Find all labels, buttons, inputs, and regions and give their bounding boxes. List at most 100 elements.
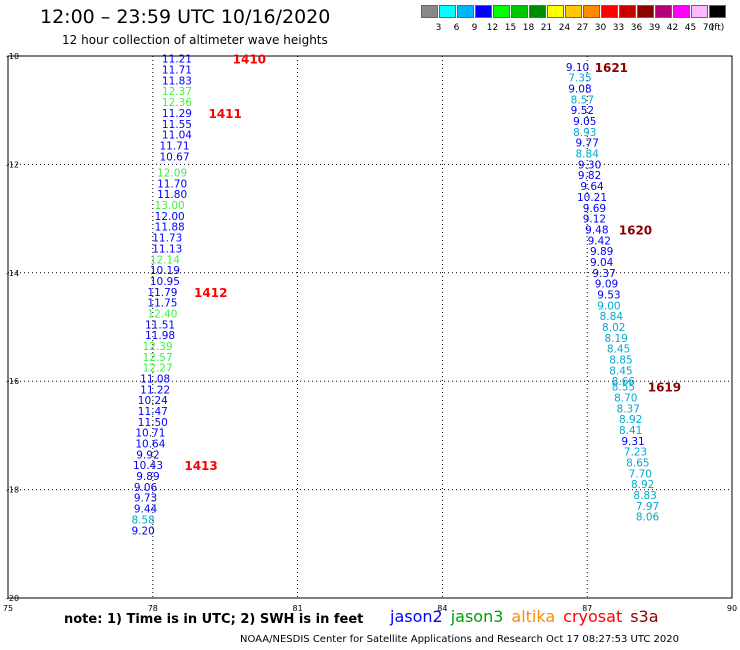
swh-value: 9.04 — [590, 257, 614, 269]
swh-value: 13.00 — [155, 200, 185, 212]
plot-frame — [7, 55, 733, 599]
legend-label: 45 — [684, 23, 697, 33]
time-label: 1413 — [184, 459, 217, 473]
legend-label: 36 — [630, 23, 643, 33]
swh-value: 9.92 — [136, 449, 159, 461]
swh-value: 8.92 — [619, 414, 642, 426]
swh-value: 11.50 — [138, 417, 168, 429]
time-label: 1411 — [208, 107, 241, 121]
swh-value: 10.24 — [138, 395, 168, 407]
swh-value: 8.93 — [573, 127, 596, 139]
x-tick-label: 84 — [437, 604, 447, 613]
swh-value: 11.88 — [155, 222, 185, 234]
swh-value: 11.13 — [152, 243, 182, 255]
legend-swatch — [673, 5, 690, 18]
time-label: 1412 — [194, 286, 227, 300]
swh-value: 9.20 — [131, 525, 154, 537]
swh-value: 8.58 — [131, 514, 154, 526]
swh-value: 8.37 — [617, 403, 640, 415]
legend-label: 9 — [471, 23, 478, 33]
legend-label: 42 — [666, 23, 679, 33]
note-text: note: 1) Time is in UTC; 2) SWH is in fe… — [64, 612, 364, 627]
swh-value: 8.06 — [636, 512, 660, 524]
legend-label: 18 — [522, 23, 535, 33]
swh-value: 9.08 — [568, 84, 591, 96]
swh-value: 11.55 — [162, 119, 192, 131]
swh-value: 11.04 — [162, 130, 192, 142]
swh-value: 9.52 — [571, 105, 594, 117]
legend-label: 30 — [594, 23, 607, 33]
swh-value: 8.19 — [604, 333, 627, 345]
legend-swatch — [565, 5, 582, 18]
legend-swatch — [511, 5, 528, 18]
legend-label: 6 — [453, 23, 460, 33]
swh-value: 10.67 — [159, 151, 189, 163]
swh-value: 12.37 — [162, 86, 192, 98]
legend-label: 39 — [648, 23, 661, 33]
swh-value: 8.65 — [626, 458, 649, 470]
swh-value: 11.22 — [140, 384, 170, 396]
satellite-legend: jason2 jason3 altika cryosat s3a — [390, 607, 667, 626]
legend-label: 12 — [486, 23, 499, 33]
y-tick-label: -20 — [6, 594, 19, 603]
swh-value: 8.45 — [607, 344, 630, 356]
x-tick-label: 87 — [582, 604, 592, 613]
chart-title: 12:00 – 23:59 UTC 10/16/2020 — [40, 6, 331, 28]
swh-value: 8.84 — [600, 311, 624, 323]
legend-label: 3 — [435, 23, 442, 33]
swh-value: 12.09 — [157, 168, 187, 180]
legend-label: 27 — [576, 23, 589, 33]
swh-value: 11.21 — [162, 54, 192, 66]
swh-value: 11.80 — [157, 189, 187, 201]
swh-value: 8.55 — [612, 382, 635, 394]
swh-value: 10.43 — [133, 460, 163, 472]
swh-value: 10.19 — [150, 265, 180, 277]
footer-credit: NOAA/NESDIS Center for Satellite Applica… — [240, 634, 679, 645]
swh-value: 11.08 — [140, 373, 170, 385]
swh-value: 11.71 — [159, 140, 189, 152]
legend-swatch — [475, 5, 492, 18]
swh-value: 9.89 — [136, 471, 159, 483]
time-label: 1620 — [619, 223, 652, 237]
x-tick-label: 81 — [293, 604, 303, 613]
swh-value: 12.27 — [143, 363, 173, 375]
swh-value: 11.73 — [152, 233, 182, 245]
swh-value: 10.64 — [135, 439, 165, 451]
chart-subtitle: 12 hour collection of altimeter wave hei… — [62, 33, 328, 47]
swh-value: 9.64 — [580, 181, 604, 193]
swh-value: 9.06 — [134, 482, 158, 494]
swh-value: 9.42 — [588, 235, 611, 247]
swh-value: 8.66 — [612, 376, 636, 388]
legend-swatch — [547, 5, 564, 18]
time-label: 1621 — [595, 61, 628, 75]
legend-label: 21 — [540, 23, 553, 33]
swh-value: 9.12 — [583, 214, 606, 226]
swh-value: 9.10 — [566, 62, 589, 74]
time-label: 1619 — [648, 381, 681, 395]
swh-value: 12.00 — [155, 211, 185, 223]
swh-value: 7.23 — [624, 447, 647, 459]
swh-value: 12.14 — [150, 254, 180, 266]
swh-value: 11.98 — [145, 330, 175, 342]
legend-label: 70 — [702, 23, 715, 33]
legend-swatch — [637, 5, 654, 18]
legend-swatch — [655, 5, 672, 18]
swh-value: 8.45 — [609, 365, 632, 377]
swh-value: 10.21 — [577, 192, 607, 204]
satellite-jason3: jason3 — [450, 607, 504, 626]
swh-value: 8.84 — [576, 149, 600, 161]
legend-swatch — [529, 5, 546, 18]
satellite-jason2: jason2 — [390, 607, 443, 626]
swh-value: 8.83 — [633, 490, 656, 502]
y-tick-label: -10 — [6, 52, 19, 61]
swh-value: 9.05 — [573, 116, 596, 128]
swh-value: 10.95 — [150, 276, 180, 288]
swh-value: 9.00 — [597, 300, 620, 312]
x-tick-label: 75 — [3, 604, 13, 613]
legend-swatch — [457, 5, 474, 18]
swh-value: 11.83 — [162, 75, 192, 87]
swh-value: 10.71 — [135, 428, 165, 440]
swh-value: 11.29 — [162, 108, 192, 120]
swh-value: 9.44 — [134, 504, 158, 516]
y-tick-label: -18 — [6, 486, 19, 495]
